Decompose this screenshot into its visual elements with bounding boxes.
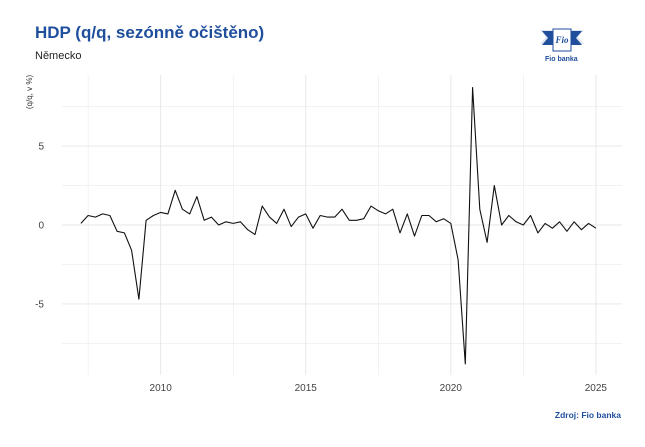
series-line — [80, 87, 597, 365]
x-tick-label: 2015 — [295, 383, 318, 394]
y-tick-label: 5 — [38, 142, 44, 153]
logo-mark-text: Fio — [554, 35, 569, 45]
x-tick-label: 2020 — [440, 383, 463, 394]
x-tick-label: 2025 — [585, 383, 608, 394]
chart-title: HDP (q/q, sezónně očištěno) — [35, 23, 265, 42]
y-tick-label: -5 — [35, 299, 44, 310]
x-tick-label: 2010 — [150, 383, 173, 394]
x-axis-ticks: 2010 2015 2020 2025 — [150, 383, 608, 394]
logo-caption: Fio banka — [545, 56, 578, 63]
fio-flag-logo-icon: Fio — [538, 27, 586, 55]
y-axis-ticks: -5 0 5 — [35, 142, 44, 311]
chart-grid — [62, 75, 622, 375]
chart-subtitle: Německo — [35, 50, 82, 62]
y-tick-label: 0 — [38, 221, 44, 232]
source-note: Zdroj: Fio banka — [554, 410, 621, 420]
y-axis-label: (q/q, v %) — [25, 75, 34, 110]
